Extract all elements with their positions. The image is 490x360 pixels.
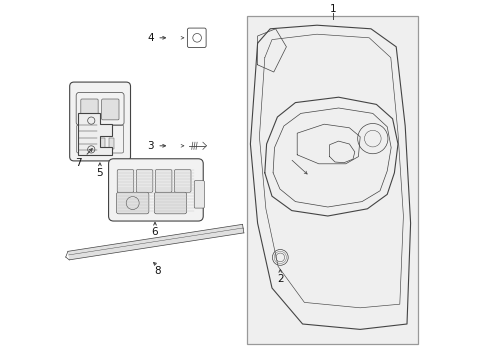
Bar [247,16,418,344]
Text: 1: 1 [330,4,337,14]
FancyBboxPatch shape [70,82,130,161]
Text: 7: 7 [75,158,82,168]
Text: 3: 3 [147,141,154,151]
Polygon shape [68,224,244,260]
Text: 6: 6 [152,227,158,237]
FancyBboxPatch shape [136,170,153,192]
Polygon shape [77,113,112,155]
Text: 8: 8 [154,266,161,276]
FancyBboxPatch shape [102,99,119,120]
FancyBboxPatch shape [117,192,149,214]
FancyBboxPatch shape [109,159,203,221]
Text: 5: 5 [97,168,103,178]
Text: 2: 2 [277,274,284,284]
Bar [109,138,114,149]
FancyBboxPatch shape [154,192,187,214]
FancyBboxPatch shape [117,170,134,192]
FancyBboxPatch shape [174,170,191,192]
Text: 4: 4 [147,33,154,43]
Bar [82,138,87,149]
FancyBboxPatch shape [194,181,204,208]
FancyBboxPatch shape [81,99,98,120]
Bar [100,138,105,149]
FancyBboxPatch shape [155,170,172,192]
Bar [91,138,97,149]
